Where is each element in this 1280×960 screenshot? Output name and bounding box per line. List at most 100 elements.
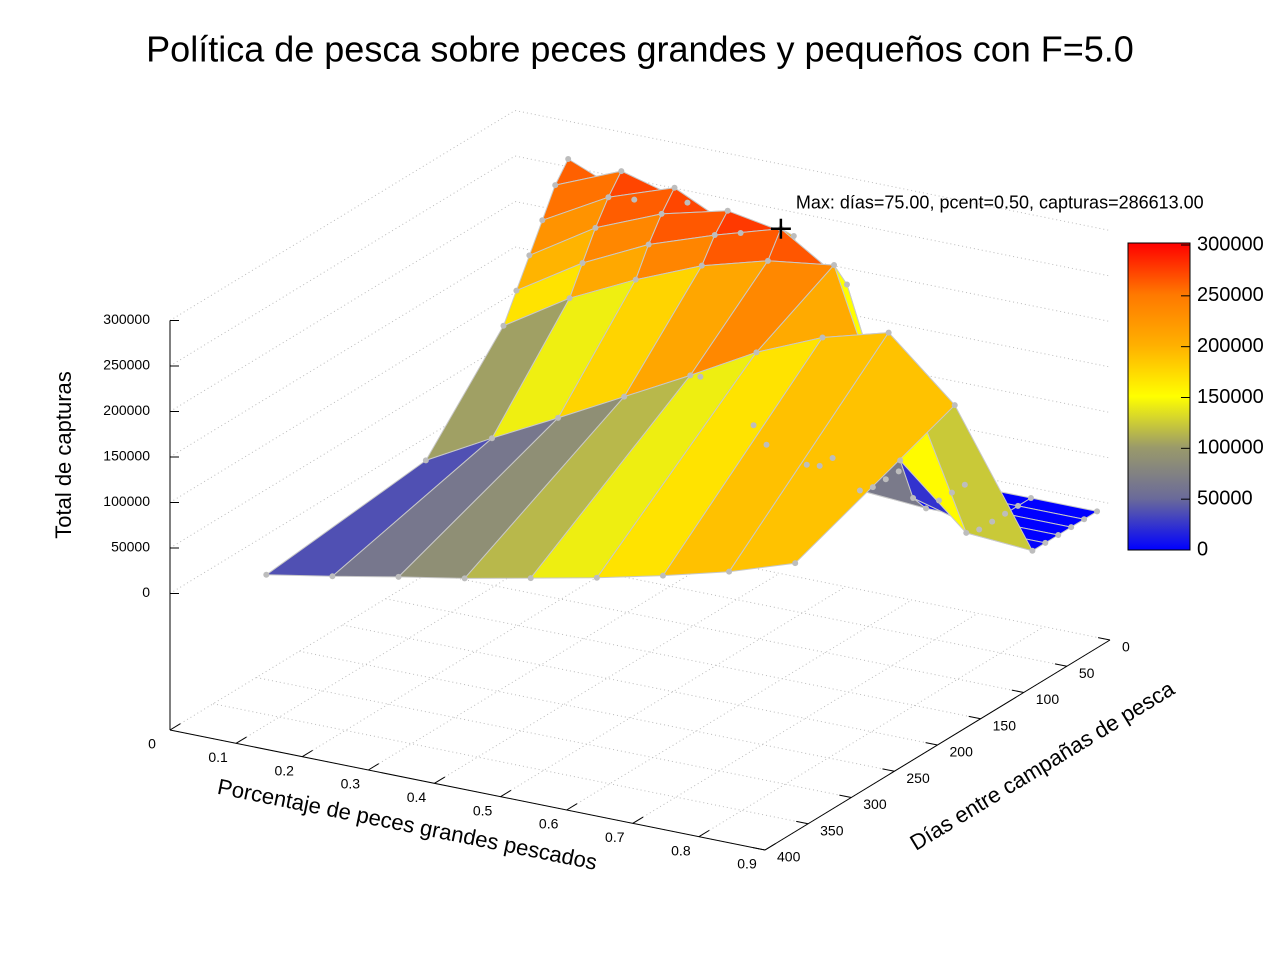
y-grid-line xyxy=(299,650,895,772)
surface-point xyxy=(831,262,838,269)
y-tick-label: 100 xyxy=(1036,691,1060,707)
z-tick-label: 0 xyxy=(142,584,150,600)
surface-point xyxy=(951,402,958,409)
surface-point xyxy=(684,199,691,206)
x-tick xyxy=(764,843,776,851)
surface-point xyxy=(513,287,520,294)
max-annotation: Max: días=75.00, pcent=0.50, capturas=28… xyxy=(796,192,1204,212)
surface-point xyxy=(1068,524,1075,531)
y-tick-label: 150 xyxy=(993,717,1017,733)
surface-point xyxy=(555,414,562,421)
x-tick-label: 0 xyxy=(148,736,156,752)
x-tick-label: 0.5 xyxy=(473,802,493,818)
surface-point xyxy=(711,232,718,239)
surface-point xyxy=(527,575,534,582)
x-grid-line xyxy=(632,612,979,824)
x-grid-line xyxy=(500,586,846,798)
surface-point xyxy=(790,232,797,239)
surface-point xyxy=(856,487,863,494)
surface-point xyxy=(526,252,533,259)
chart-title: Política de pesca sobre peces grandes y … xyxy=(146,29,1134,70)
surface-point xyxy=(552,182,559,189)
surface-point xyxy=(753,349,760,356)
y-tick-label: 250 xyxy=(906,770,930,786)
max-marker xyxy=(770,218,791,239)
surface-point xyxy=(461,575,468,582)
surface-point xyxy=(792,560,799,567)
x-tick-label: 0.2 xyxy=(274,762,294,778)
x-grid-line xyxy=(368,559,714,771)
surface-point xyxy=(948,489,955,496)
x-tick-label: 0.1 xyxy=(208,749,228,765)
surface-point xyxy=(565,156,572,163)
surface-point xyxy=(422,457,429,464)
surface-point xyxy=(539,217,546,224)
x-grid-line xyxy=(566,599,912,811)
surface-point xyxy=(843,281,850,288)
surface-point xyxy=(1042,539,1049,546)
y-tick xyxy=(968,715,981,720)
surface-point xyxy=(989,518,996,525)
z-grid-line xyxy=(169,109,1111,321)
y-tick xyxy=(925,742,938,746)
surface-point xyxy=(329,573,336,580)
surface-point xyxy=(750,422,757,429)
colorbar-tick-label: 150000 xyxy=(1197,386,1264,408)
surface-point xyxy=(500,322,507,329)
surface-point xyxy=(1027,495,1034,502)
surface-point xyxy=(488,435,495,442)
surface-point xyxy=(645,241,652,248)
x-tick xyxy=(632,816,644,824)
y-grid-line xyxy=(385,598,981,720)
x-tick xyxy=(368,763,379,771)
y-tick-label: 300 xyxy=(863,796,887,812)
surface-point xyxy=(621,393,628,400)
x-tick xyxy=(566,803,578,811)
z-grid-line xyxy=(169,200,1111,412)
x-tick-label: 0.9 xyxy=(737,856,757,872)
surface-point xyxy=(698,262,705,269)
surface-point xyxy=(737,229,744,236)
surface-point xyxy=(895,468,902,475)
colorbar-tick-label: 200000 xyxy=(1197,335,1264,357)
surface-point xyxy=(961,481,968,488)
surface-point xyxy=(829,455,836,462)
y-tick xyxy=(796,820,809,825)
surface-point xyxy=(816,462,823,469)
surface-point xyxy=(763,441,770,448)
surface-point xyxy=(726,568,733,575)
surface-point xyxy=(395,573,402,580)
surface-point xyxy=(869,484,876,491)
colorbar-tick-label: 100000 xyxy=(1197,437,1264,459)
surface-point xyxy=(976,526,983,533)
colorbar-tick-label: 250000 xyxy=(1197,284,1264,306)
surface-point xyxy=(1081,516,1088,523)
surface-point xyxy=(593,574,600,581)
x-grid-line xyxy=(434,572,780,784)
surface xyxy=(265,158,1098,579)
points xyxy=(263,156,1101,582)
x-tick-label: 0.7 xyxy=(605,829,625,845)
surface-point xyxy=(1002,510,1009,517)
y-tick xyxy=(1011,689,1024,693)
surface-point xyxy=(263,571,270,578)
colorbar-tick-label: 50000 xyxy=(1197,487,1253,509)
y-tick xyxy=(839,794,852,798)
y-grid-line xyxy=(342,624,938,746)
surface-point xyxy=(910,495,917,502)
z-tick-label: 100000 xyxy=(103,493,150,509)
y-tick xyxy=(753,847,766,851)
surface-point xyxy=(658,210,665,217)
surface-point xyxy=(1094,508,1101,515)
surface-point xyxy=(882,476,889,483)
y-tick-label: 200 xyxy=(950,744,974,760)
surface-point xyxy=(631,196,638,203)
surface-point xyxy=(935,497,942,504)
x-tick xyxy=(500,789,512,798)
surface-point xyxy=(605,194,612,201)
surface-point xyxy=(764,257,771,264)
x-axis xyxy=(169,729,766,851)
surface-point xyxy=(1055,532,1062,538)
x-tick xyxy=(169,723,181,731)
